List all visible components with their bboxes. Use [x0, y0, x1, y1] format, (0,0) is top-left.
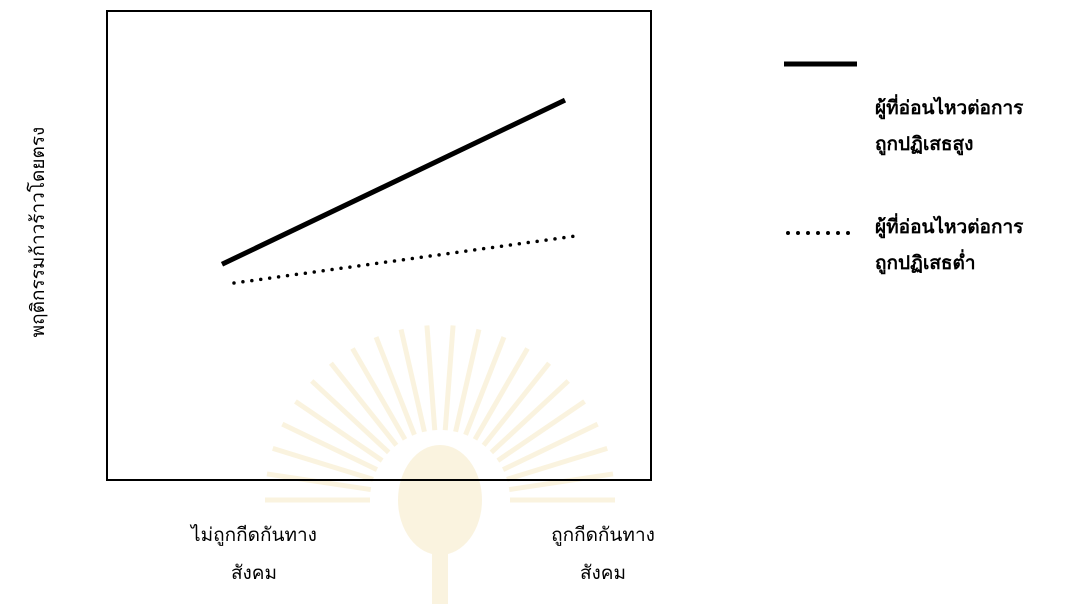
legend-entry-low: ผู้ที่อ่อนไหวต่อการ ถูกปฏิเสธต่ำ	[875, 216, 1024, 274]
plot-frame	[106, 10, 652, 481]
series-line-high	[220, 97, 567, 267]
legend-entry-high: ผู้ที่อ่อนไหวต่อการ ถูกปฏิเสธสูง	[875, 97, 1024, 155]
series-line-low	[232, 234, 577, 285]
x-tick-label: ไม่ถูกกีดกันทาง สังคม	[191, 524, 317, 584]
x-tick-label: ถูกกีดกันทาง สังคม	[551, 524, 655, 584]
y-axis-label: พฤติกรรมก้าวร้าวโดยตรง	[27, 126, 49, 338]
watermark-seal-icon	[265, 325, 615, 604]
